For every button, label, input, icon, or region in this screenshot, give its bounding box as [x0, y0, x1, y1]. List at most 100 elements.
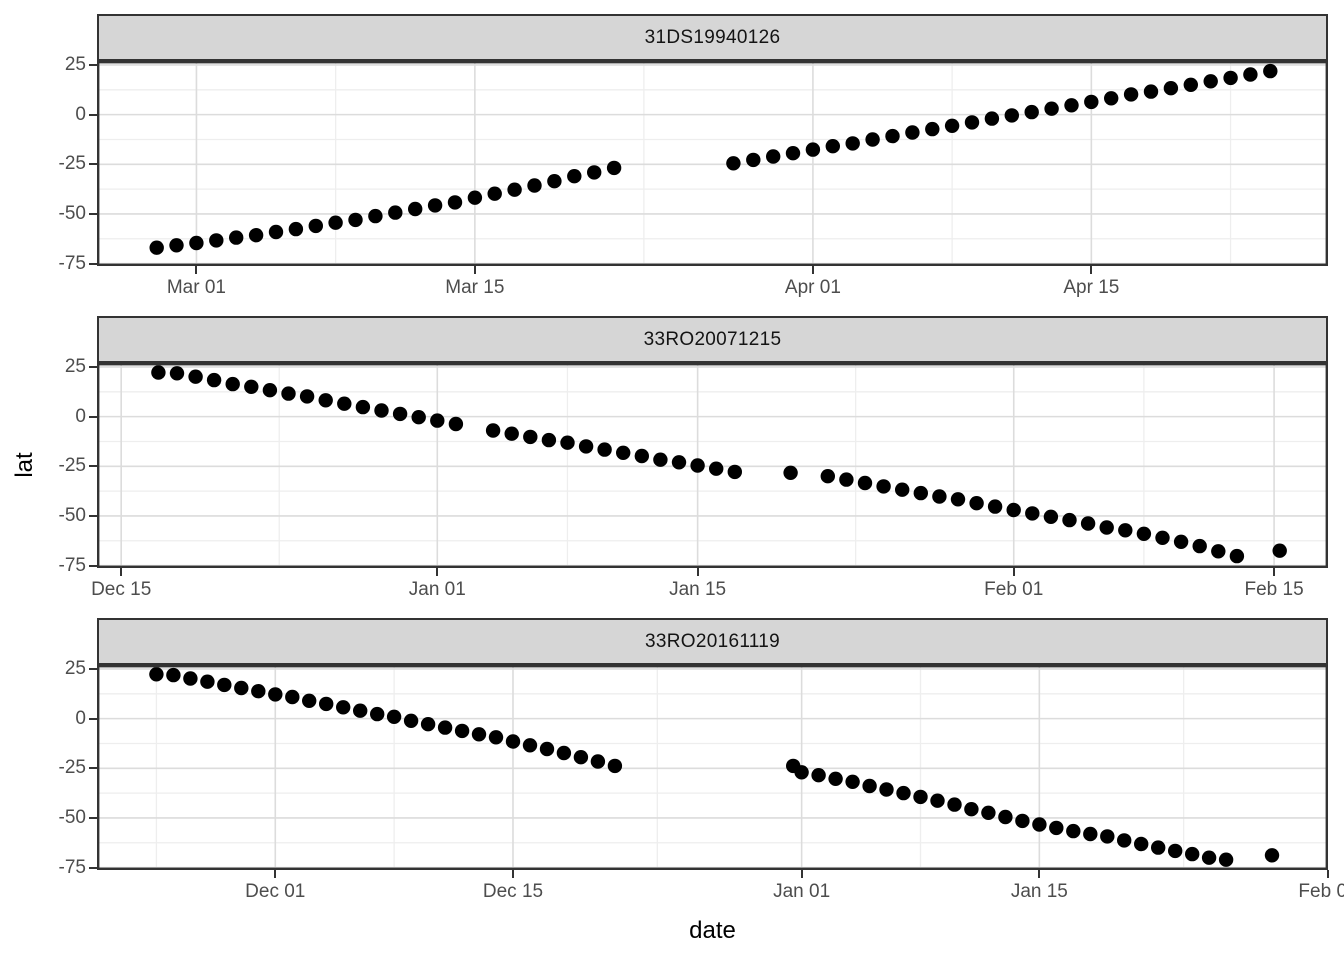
data-point [766, 149, 781, 164]
x-tick-label: Jan 01 [408, 579, 466, 600]
x-tick-label: Feb 15 [1244, 579, 1304, 600]
data-point [1100, 829, 1115, 844]
data-point [318, 393, 333, 408]
data-point [825, 139, 840, 154]
data-point [984, 111, 1000, 126]
data-point [845, 136, 860, 151]
data-point [285, 689, 300, 705]
facet-strip: 31DS19940126 [97, 14, 1328, 61]
y-tick-mark [89, 866, 97, 869]
data-point [1032, 817, 1047, 832]
data-point [448, 416, 464, 432]
data-point [1151, 840, 1166, 855]
x-tick-label: Feb 01 [1298, 881, 1344, 902]
data-point [206, 372, 222, 388]
x-tick-mark [120, 568, 123, 576]
data-point [1218, 852, 1234, 867]
data-point [547, 174, 562, 189]
data-point [845, 774, 860, 789]
facet-strip-label: 33RO20071215 [643, 328, 782, 350]
data-point [794, 765, 809, 780]
y-tick-mark [89, 667, 97, 670]
data-point [567, 169, 582, 184]
data-point [189, 235, 204, 251]
data-point [1223, 70, 1238, 86]
y-tick-mark [89, 415, 97, 418]
data-point [348, 212, 363, 228]
data-point [987, 499, 1003, 514]
data-point [1083, 826, 1098, 842]
data-point [1025, 506, 1040, 521]
data-point [188, 369, 203, 384]
y-tick-label: -50 [58, 806, 86, 828]
data-point [430, 413, 445, 428]
data-point [865, 132, 880, 147]
data-point [616, 445, 631, 460]
data-point [487, 186, 502, 201]
y-tick-label: 25 [64, 355, 86, 377]
data-point [308, 218, 323, 234]
y-tick-mark [89, 717, 97, 720]
y-tick-mark [89, 163, 97, 166]
data-point [336, 700, 351, 715]
data-point [488, 730, 504, 745]
data-point [1006, 502, 1021, 518]
data-point [151, 365, 166, 380]
y-tick-label: 25 [64, 657, 86, 679]
data-point [1263, 63, 1278, 79]
x-tick-mark [511, 870, 514, 878]
x-tick-mark [811, 266, 814, 274]
data-point [527, 178, 542, 193]
data-point [560, 435, 575, 450]
data-point [709, 461, 724, 476]
data-point [556, 745, 572, 761]
data-point [969, 496, 984, 511]
data-point [597, 442, 612, 457]
data-point [1134, 836, 1149, 852]
y-tick-label: -50 [58, 202, 86, 224]
facet-strip: 33RO20071215 [97, 316, 1328, 363]
x-tick-label: Dec 15 [482, 881, 544, 902]
data-point [964, 802, 979, 817]
data-point [820, 469, 835, 484]
y-tick-mark [89, 514, 97, 517]
data-point [370, 706, 385, 722]
data-point [1264, 848, 1280, 863]
data-point [169, 366, 185, 381]
x-tick-mark [696, 568, 699, 576]
data-point [1024, 104, 1039, 120]
data-point [454, 723, 470, 739]
data-point [839, 472, 854, 487]
data-point [485, 423, 501, 438]
data-point [857, 475, 873, 491]
data-points [149, 667, 1280, 867]
data-point [932, 489, 947, 504]
data-point [522, 738, 538, 753]
y-tick-mark [89, 816, 97, 819]
x-tick-mark [1327, 870, 1329, 878]
facet-strip-label: 31DS19940126 [644, 26, 781, 48]
panel-border [97, 61, 1328, 266]
data-point [447, 195, 463, 210]
y-tick-label: 25 [64, 53, 86, 75]
data-point [504, 426, 519, 441]
data-point [1229, 548, 1245, 564]
data-point [879, 782, 894, 797]
data-point [411, 410, 426, 425]
data-point [1066, 823, 1081, 839]
panel-border [97, 665, 1328, 870]
data-point [248, 228, 264, 243]
data-point [981, 805, 996, 820]
data-point [225, 376, 240, 392]
data-point [268, 224, 284, 240]
x-tick-mark [1273, 568, 1276, 576]
x-tick-mark [436, 568, 439, 576]
data-point [268, 687, 283, 702]
data-point [726, 156, 741, 171]
plot-panel [97, 665, 1328, 870]
x-tick-label: Jan 15 [1010, 881, 1068, 902]
data-point [1163, 81, 1179, 96]
data-point [944, 118, 960, 133]
data-point [374, 403, 389, 418]
